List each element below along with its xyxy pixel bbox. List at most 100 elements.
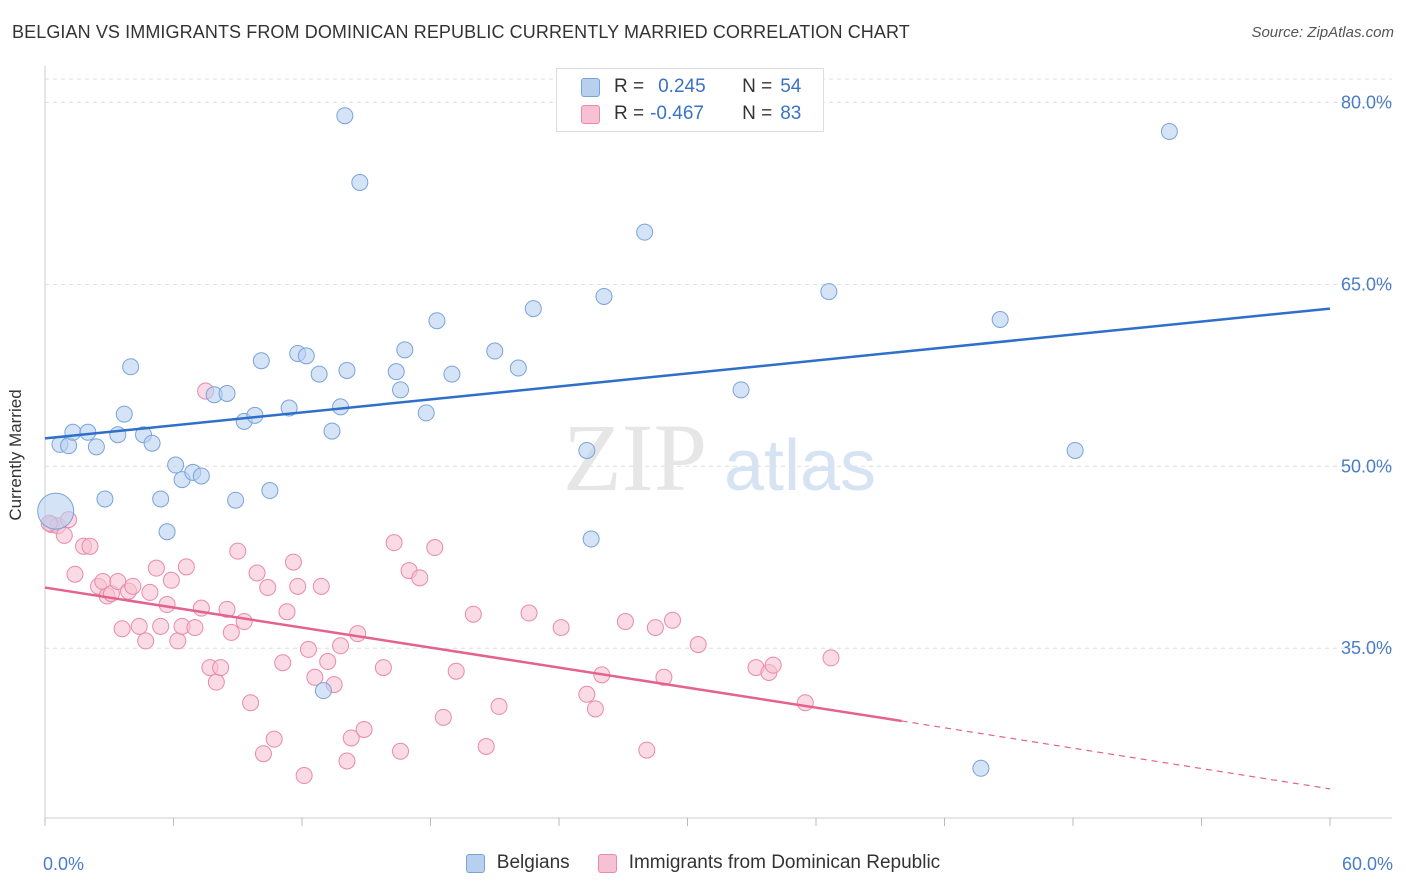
dominican-point: [355, 720, 373, 738]
dominican-point: [137, 632, 155, 650]
dominican-point: [299, 640, 317, 658]
belgian-point: [218, 384, 236, 402]
belgian-point: [122, 358, 140, 376]
belgian-point: [972, 759, 990, 777]
dominican-point: [109, 572, 127, 590]
dominican-point: [284, 553, 302, 571]
belgian-point: [87, 438, 105, 456]
y-tick-label: 50.0%: [1341, 456, 1392, 476]
belgian-point: [338, 361, 356, 379]
belgian-point: [227, 491, 245, 509]
dominican-point: [259, 579, 277, 597]
legend-row-dominican: R = -0.467 N = 83: [581, 103, 801, 125]
dominican-point: [306, 668, 324, 686]
dominican-point: [822, 649, 840, 667]
belgian-point: [109, 426, 127, 444]
belgian-point: [820, 283, 838, 301]
belgian-point: [351, 173, 369, 191]
dominican-point: [274, 654, 292, 672]
belgian-point: [143, 434, 161, 452]
belgian-point: [578, 441, 596, 459]
dominican-point: [638, 741, 656, 759]
watermark: ZIP atlas: [563, 404, 876, 511]
belgian-point: [37, 492, 75, 530]
x-tick-label: 60.0%: [1342, 854, 1393, 874]
belgian-point: [336, 107, 354, 125]
dominican-point: [207, 673, 225, 691]
legend-swatch-belgians: [465, 853, 485, 873]
dominican-point: [616, 613, 634, 631]
belgian-point: [732, 381, 750, 399]
belgian-point: [595, 287, 613, 305]
dominican-point: [242, 694, 260, 712]
dominican-point: [265, 730, 283, 748]
tick-labels: 35.0% 50.0% 65.0% 80.0% 0.0% 60.0%: [43, 92, 1393, 874]
trend-lines: [44, 307, 1331, 790]
y-tick-label: 35.0%: [1341, 638, 1392, 658]
belgian-point: [246, 406, 264, 424]
dominican-point: [764, 656, 782, 674]
dominican-point: [578, 685, 596, 703]
dominican-point: [411, 569, 429, 587]
dominican-point: [477, 737, 495, 755]
dominican-point: [664, 611, 682, 629]
legend-swatch-belgians: [581, 77, 600, 97]
belgian-point: [310, 365, 328, 383]
r-value-belgians: 0.245: [658, 76, 706, 97]
r-value-dominican: -0.467: [650, 103, 704, 124]
dominican-point: [141, 583, 159, 601]
belgian-point: [167, 456, 185, 474]
dominican-point: [113, 620, 131, 638]
dominican-point: [162, 571, 180, 589]
dominican-point: [229, 542, 247, 560]
legend-item-dominican: Immigrants from Dominican Republic: [597, 852, 940, 874]
dominican-point: [342, 729, 360, 747]
dominican-point: [447, 662, 465, 680]
dominican-point: [349, 625, 367, 643]
n-label: N =: [742, 103, 773, 124]
trend-line-dominican: [44, 586, 902, 723]
belgian-point: [323, 422, 341, 440]
belgian-point: [115, 405, 133, 423]
dominican-point: [130, 617, 148, 635]
dominican-point: [392, 742, 410, 760]
series-belgians-points: [37, 107, 1178, 777]
belgian-point: [387, 363, 405, 381]
dominican-point: [520, 604, 538, 622]
dominican-point: [490, 697, 508, 715]
dominican-point: [385, 534, 403, 552]
y-axis-label: Currently Married: [6, 389, 25, 521]
belgian-point: [509, 359, 527, 377]
dominican-point: [254, 745, 272, 763]
dominican-point: [222, 623, 240, 641]
dominican-point: [552, 619, 570, 637]
belgian-point: [280, 399, 298, 417]
belgian-point: [443, 365, 461, 383]
dominican-point: [332, 637, 350, 655]
dominican-point: [464, 605, 482, 623]
legend-item-belgians: Belgians: [465, 852, 570, 874]
correlation-legend: R = 0.245 N = 54 R = -0.467 N = 83: [556, 68, 824, 132]
dominican-point: [66, 565, 84, 583]
watermark-atlas: atlas: [724, 426, 876, 506]
dominican-point: [152, 617, 170, 635]
dominican-point: [374, 659, 392, 677]
y-tick-label: 65.0%: [1341, 274, 1392, 294]
belgian-point: [252, 352, 270, 370]
n-label: N =: [742, 76, 773, 97]
legend-row-belgians: R = 0.245 N = 54: [581, 76, 801, 98]
dominican-point: [655, 668, 673, 686]
dominican-point: [186, 619, 204, 637]
belgian-point: [314, 682, 332, 700]
legend-swatch-dominican: [597, 853, 617, 873]
chart-title: BELGIAN VS IMMIGRANTS FROM DOMINICAN REP…: [12, 22, 910, 42]
y-tick-label: 80.0%: [1341, 92, 1392, 112]
dominican-point: [796, 694, 814, 712]
source-label: Source: ZipAtlas.com: [1251, 24, 1394, 41]
r-label: R =: [614, 76, 645, 97]
axes: [44, 66, 1392, 826]
belgian-point: [261, 482, 279, 500]
dominican-point: [177, 558, 195, 576]
dominican-point: [289, 577, 307, 595]
dominican-point: [147, 559, 165, 577]
